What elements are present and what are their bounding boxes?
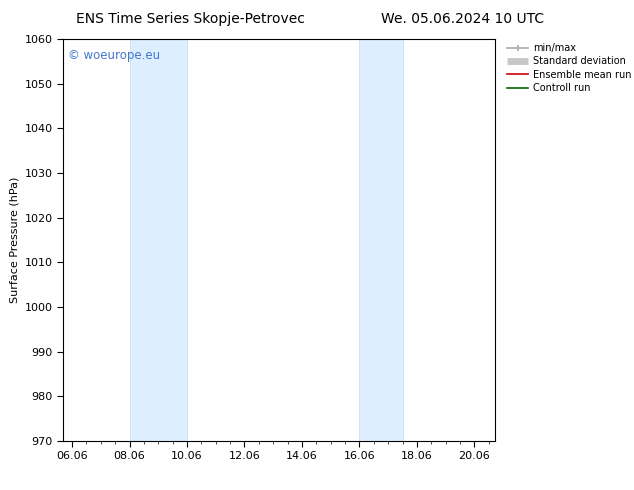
Bar <box>129 39 187 441</box>
Text: We. 05.06.2024 10 UTC: We. 05.06.2024 10 UTC <box>381 12 545 26</box>
Text: © woeurope.eu: © woeurope.eu <box>68 49 160 62</box>
Text: ENS Time Series Skopje-Petrovec: ENS Time Series Skopje-Petrovec <box>75 12 305 26</box>
Bar <box>359 39 403 441</box>
Y-axis label: Surface Pressure (hPa): Surface Pressure (hPa) <box>10 177 19 303</box>
Legend: min/max, Standard deviation, Ensemble mean run, Controll run: min/max, Standard deviation, Ensemble me… <box>503 39 634 97</box>
